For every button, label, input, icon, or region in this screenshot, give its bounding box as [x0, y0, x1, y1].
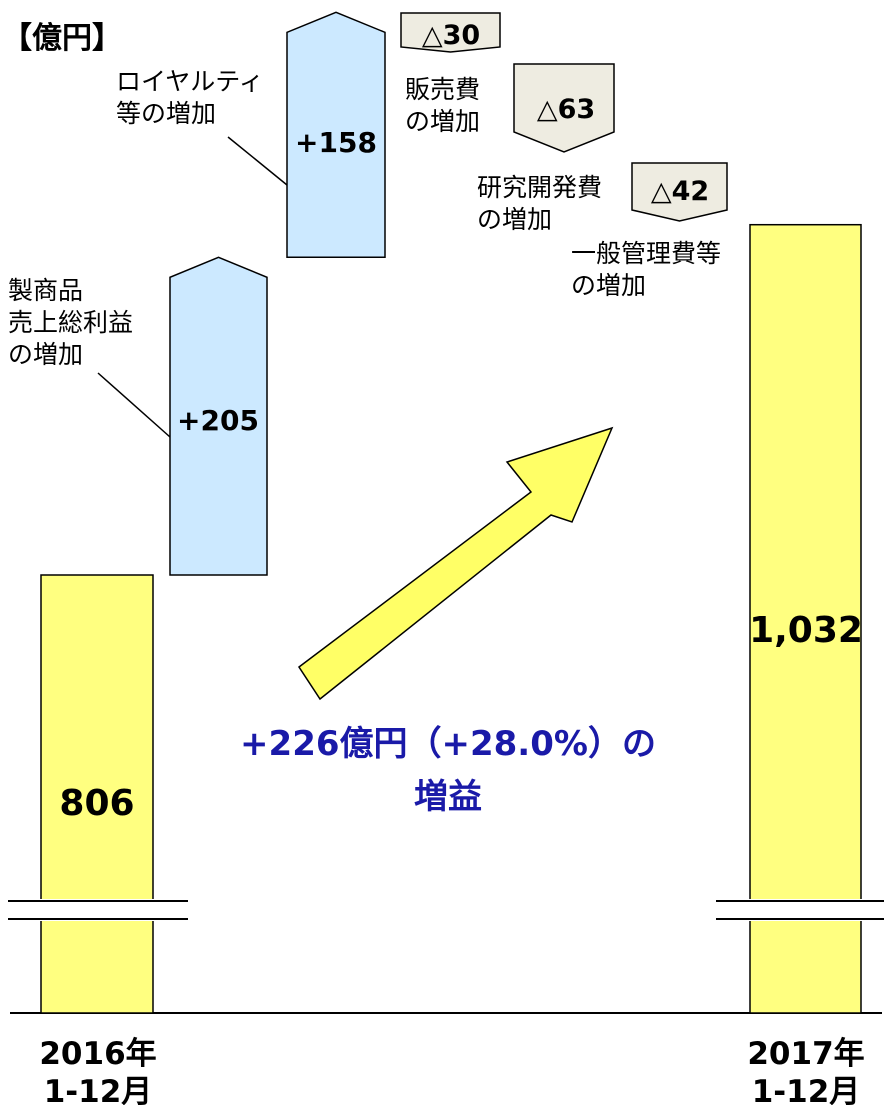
category-label-line: ロイヤルティ — [116, 67, 264, 96]
category-label-line: 研究開発費 — [477, 173, 602, 202]
category-label-line: の増加 — [405, 107, 480, 136]
data-label-2016: 806 — [59, 783, 134, 824]
category-label-line: 一般管理費等 — [571, 239, 721, 268]
bar-selling-expense-decrease — [400, 12, 501, 53]
category-label-line: 2016年 — [39, 1036, 156, 1072]
summary-annotation-line1: +226億円（+28.0%）の — [240, 724, 656, 764]
data-label-royalty: +158 — [295, 126, 377, 159]
summary-annotation-line2: 増益 — [414, 777, 482, 817]
bar-gross-profit-increase — [169, 256, 268, 576]
axis-break-right — [716, 899, 884, 921]
category-label-selling-expense: 販売費の増加 — [405, 75, 480, 136]
data-label-2017: 1,032 — [749, 610, 863, 651]
category-label-line: の増加 — [8, 340, 83, 369]
category-label-line: 売上総利益 — [8, 308, 133, 337]
category-label-line: 1-12月 — [752, 1074, 861, 1105]
category-label-rd-expense: 研究開発費の増加 — [477, 173, 602, 234]
growth-arrow — [297, 426, 614, 701]
data-label-selling-expense: △30 — [422, 20, 480, 51]
category-label-2016: 2016年 1-12月 — [39, 1036, 156, 1105]
bar-rd-expense-decrease — [513, 63, 615, 153]
category-label-line: 製商品 — [8, 276, 83, 305]
axis-break-left — [8, 899, 188, 921]
category-label-line: 1-12月 — [44, 1074, 153, 1105]
category-label-line: 2017年 — [747, 1036, 864, 1072]
bar-admin-expense-decrease — [631, 162, 728, 222]
leader-line-gross-profit — [97, 372, 171, 438]
data-label-admin-expense: △42 — [651, 176, 709, 207]
category-label-line: 販売費 — [405, 75, 480, 104]
category-label-2017: 2017年 1-12月 — [747, 1036, 864, 1105]
bar-royalty-increase — [286, 11, 386, 258]
bar-2016-total — [40, 574, 154, 1014]
category-label-royalty: ロイヤルティ等の増加 — [116, 67, 264, 128]
category-label-line: 等の増加 — [116, 99, 216, 128]
category-label-admin-expense: 一般管理費等の増加 — [571, 239, 721, 300]
category-label-line: の増加 — [477, 205, 552, 234]
category-label-line: の増加 — [571, 271, 646, 300]
leader-line-royalty — [227, 136, 288, 186]
unit-label: 【億円】 — [2, 21, 122, 56]
category-label-gross-profit: 製商品売上総利益の増加 — [8, 276, 133, 369]
bar-2017-total — [749, 223, 862, 1014]
data-label-gross-profit: +205 — [177, 404, 259, 437]
data-label-rd-expense: △63 — [537, 94, 595, 125]
